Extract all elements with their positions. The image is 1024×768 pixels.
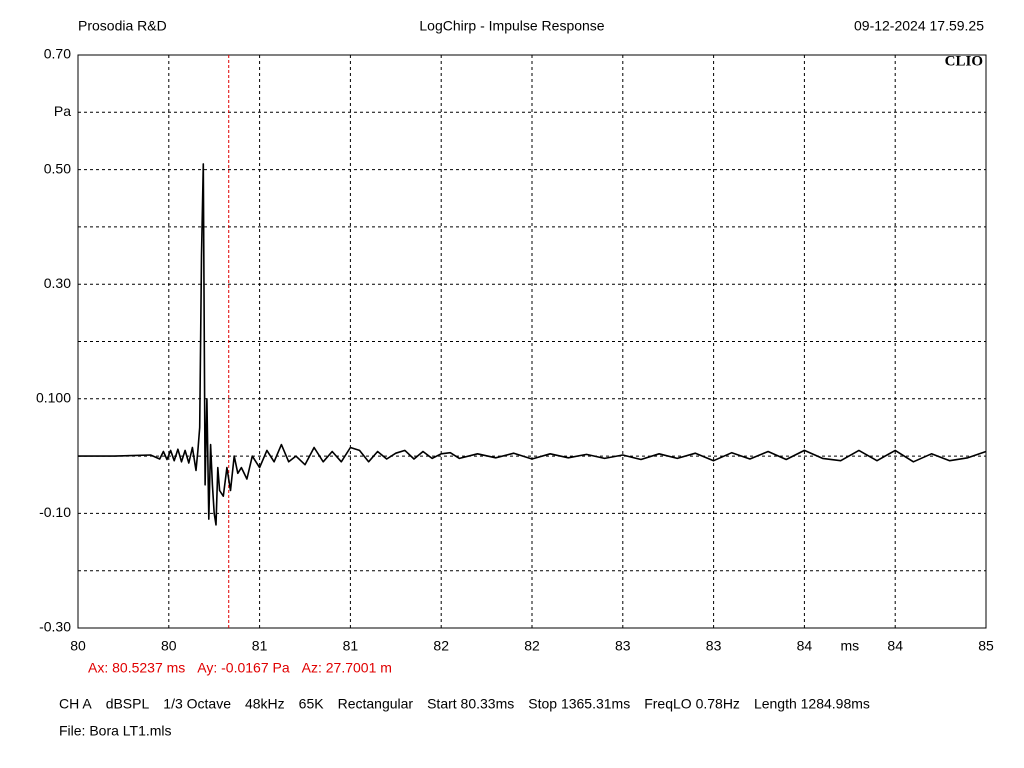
setting: CH A [59, 696, 92, 712]
setting: Rectangular [338, 696, 414, 712]
x-unit: ms [840, 638, 859, 654]
file-name: File: Bora LT1.mls [59, 723, 172, 739]
setting: Start 80.33ms [427, 696, 514, 712]
x-tick-label: 83 [706, 638, 722, 654]
x-tick-label: 85 [978, 638, 994, 654]
y-tick-label: 0.30 [44, 275, 71, 291]
lab-name: Prosodia R&D [78, 18, 167, 34]
setting: Length 1284.98ms [754, 696, 870, 712]
plot-frame [77, 54, 987, 629]
timestamp: 09-12-2024 17.59.25 [854, 18, 984, 34]
x-tick-label: 81 [343, 638, 359, 654]
logo: CLIO [945, 53, 983, 69]
x-tick-label: 82 [433, 638, 449, 654]
x-tick-label: 80 [161, 638, 177, 654]
setting: dBSPL [106, 696, 150, 712]
setting: 48kHz [245, 696, 285, 712]
setting: FreqLO 0.78Hz [644, 696, 740, 712]
x-tick-label: 83 [615, 638, 631, 654]
cursor-readout: Az: 27.7001 m [302, 660, 392, 676]
x-tick-label: 84 [887, 638, 903, 654]
x-tick-label: 84 [797, 638, 813, 654]
chart-title: LogChirp - Impulse Response [419, 18, 604, 34]
cursor-readout: Ax: 80.5237 ms [88, 660, 185, 676]
y-tick-label: 0.100 [36, 390, 71, 406]
y-tick-label: -0.30 [39, 619, 71, 635]
y-unit: Pa [54, 103, 71, 119]
y-tick-label: -0.10 [39, 504, 71, 520]
series-line [78, 163, 987, 526]
setting: 1/3 Octave [163, 696, 231, 712]
x-tick-label: 82 [524, 638, 540, 654]
y-tick-label: 0.70 [44, 46, 71, 62]
setting: Stop 1365.31ms [528, 696, 630, 712]
x-tick-label: 81 [252, 638, 268, 654]
cursor-readout: Ay: -0.0167 Pa [197, 660, 290, 676]
y-tick-label: 0.50 [44, 160, 71, 176]
x-tick-label: 80 [70, 638, 86, 654]
setting: 65K [299, 696, 325, 712]
